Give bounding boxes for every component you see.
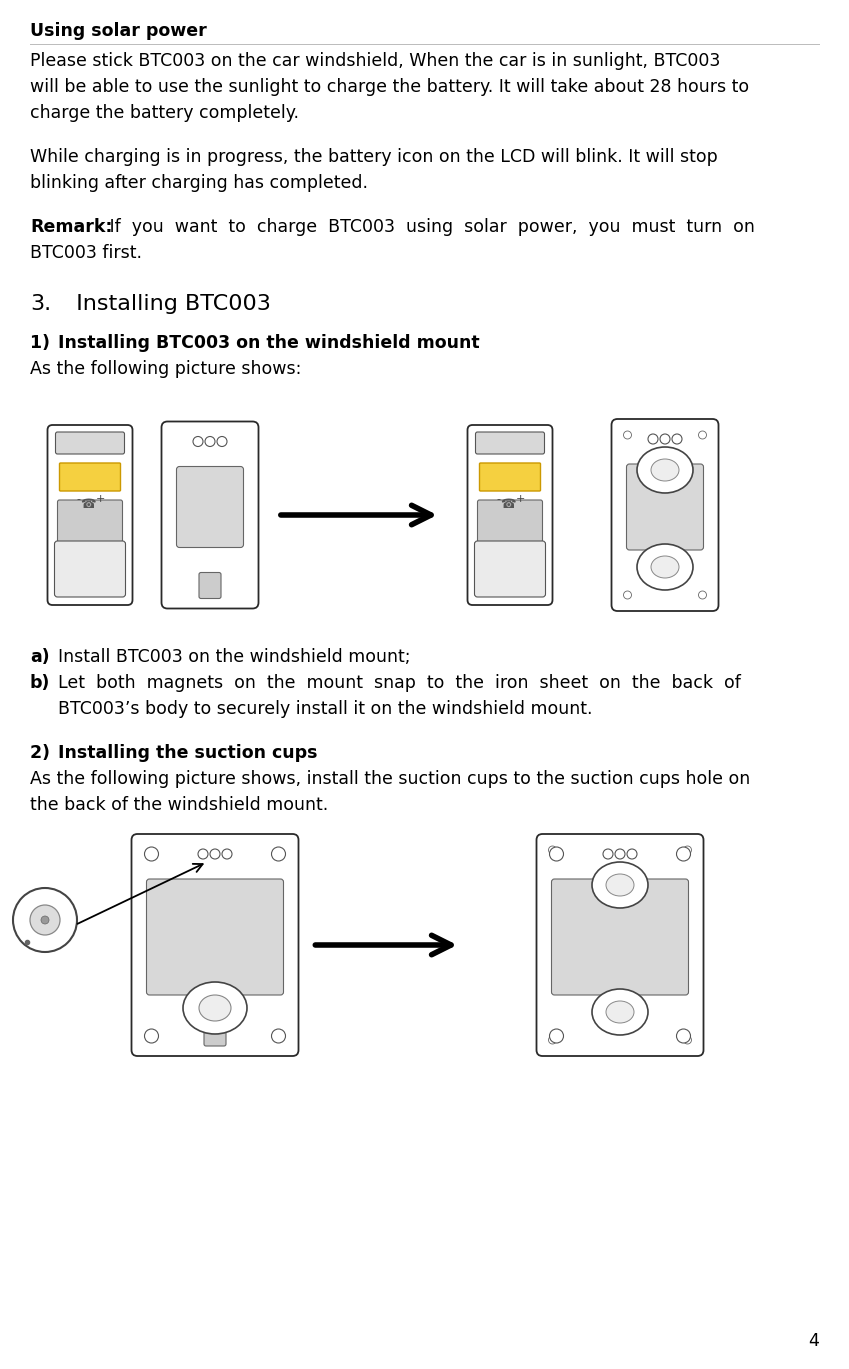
Text: Installing BTC003: Installing BTC003 bbox=[62, 294, 271, 314]
Circle shape bbox=[615, 849, 625, 858]
Circle shape bbox=[683, 846, 691, 854]
FancyBboxPatch shape bbox=[59, 463, 121, 491]
Ellipse shape bbox=[606, 1001, 634, 1023]
Text: the back of the windshield mount.: the back of the windshield mount. bbox=[30, 795, 329, 815]
Circle shape bbox=[623, 431, 632, 439]
FancyBboxPatch shape bbox=[480, 463, 541, 491]
Circle shape bbox=[210, 849, 220, 858]
Circle shape bbox=[205, 437, 215, 446]
Circle shape bbox=[30, 905, 60, 935]
Text: a): a) bbox=[30, 648, 49, 665]
FancyBboxPatch shape bbox=[537, 834, 704, 1055]
FancyBboxPatch shape bbox=[627, 464, 704, 550]
FancyBboxPatch shape bbox=[611, 419, 718, 611]
Circle shape bbox=[623, 591, 632, 600]
Ellipse shape bbox=[651, 556, 679, 578]
Circle shape bbox=[549, 1029, 564, 1043]
Circle shape bbox=[13, 888, 77, 951]
Text: As the following picture shows, install the suction cups to the suction cups hol: As the following picture shows, install … bbox=[30, 769, 751, 789]
Text: If  you  want  to  charge  BTC003  using  solar  power,  you  must  turn  on: If you want to charge BTC003 using solar… bbox=[104, 218, 755, 235]
Ellipse shape bbox=[651, 459, 679, 481]
Text: b): b) bbox=[30, 674, 50, 691]
Circle shape bbox=[272, 1029, 285, 1043]
Circle shape bbox=[144, 847, 159, 861]
FancyBboxPatch shape bbox=[468, 424, 553, 605]
Ellipse shape bbox=[606, 873, 634, 895]
Circle shape bbox=[683, 1036, 691, 1045]
Circle shape bbox=[217, 437, 227, 446]
Circle shape bbox=[699, 431, 706, 439]
FancyBboxPatch shape bbox=[58, 500, 122, 542]
Circle shape bbox=[548, 846, 556, 854]
Text: charge the battery completely.: charge the battery completely. bbox=[30, 104, 299, 122]
FancyBboxPatch shape bbox=[552, 879, 689, 995]
Text: As the following picture shows:: As the following picture shows: bbox=[30, 360, 301, 378]
Circle shape bbox=[549, 847, 564, 861]
Text: 1): 1) bbox=[30, 334, 62, 352]
Text: Please stick BTC003 on the car windshield, When the car is in sunlight, BTC003: Please stick BTC003 on the car windshiel… bbox=[30, 52, 720, 70]
Text: ☎: ☎ bbox=[500, 498, 516, 512]
Ellipse shape bbox=[592, 988, 648, 1035]
Text: Using solar power: Using solar power bbox=[30, 22, 207, 40]
Text: 4: 4 bbox=[808, 1332, 819, 1350]
FancyBboxPatch shape bbox=[161, 422, 258, 608]
Text: While charging is in progress, the battery icon on the LCD will blink. It will s: While charging is in progress, the batte… bbox=[30, 148, 717, 166]
Ellipse shape bbox=[637, 543, 693, 590]
FancyBboxPatch shape bbox=[54, 541, 126, 597]
Text: +: + bbox=[95, 494, 104, 504]
Ellipse shape bbox=[592, 862, 648, 908]
Circle shape bbox=[198, 849, 208, 858]
Circle shape bbox=[648, 434, 658, 444]
Circle shape bbox=[41, 916, 49, 924]
Text: -: - bbox=[76, 494, 80, 504]
Text: BTC003’s body to securely install it on the windshield mount.: BTC003’s body to securely install it on … bbox=[58, 700, 593, 717]
Ellipse shape bbox=[183, 982, 247, 1034]
Text: Install BTC003 on the windshield mount;: Install BTC003 on the windshield mount; bbox=[58, 648, 411, 665]
FancyBboxPatch shape bbox=[55, 433, 125, 455]
FancyBboxPatch shape bbox=[132, 834, 299, 1055]
Circle shape bbox=[677, 847, 690, 861]
FancyBboxPatch shape bbox=[147, 879, 284, 995]
Circle shape bbox=[660, 434, 670, 444]
FancyBboxPatch shape bbox=[48, 424, 132, 605]
Text: will be able to use the sunlight to charge the battery. It will take about 28 ho: will be able to use the sunlight to char… bbox=[30, 78, 749, 96]
Circle shape bbox=[699, 591, 706, 600]
Circle shape bbox=[603, 849, 613, 858]
Circle shape bbox=[672, 434, 682, 444]
FancyBboxPatch shape bbox=[177, 467, 244, 548]
FancyBboxPatch shape bbox=[204, 1020, 226, 1046]
Text: Let  both  magnets  on  the  mount  snap  to  the  iron  sheet  on  the  back  o: Let both magnets on the mount snap to th… bbox=[58, 674, 741, 691]
Ellipse shape bbox=[637, 448, 693, 493]
FancyBboxPatch shape bbox=[477, 500, 543, 542]
Text: +: + bbox=[515, 494, 525, 504]
Text: Installing BTC003 on the windshield mount: Installing BTC003 on the windshield moun… bbox=[58, 334, 480, 352]
FancyBboxPatch shape bbox=[475, 541, 546, 597]
Ellipse shape bbox=[199, 995, 231, 1021]
Circle shape bbox=[193, 437, 203, 446]
FancyBboxPatch shape bbox=[475, 433, 544, 455]
Circle shape bbox=[548, 1036, 556, 1045]
Text: Installing the suction cups: Installing the suction cups bbox=[58, 743, 318, 763]
Circle shape bbox=[627, 849, 637, 858]
Text: blinking after charging has completed.: blinking after charging has completed. bbox=[30, 174, 368, 192]
Circle shape bbox=[144, 1029, 159, 1043]
Text: 2): 2) bbox=[30, 743, 62, 763]
Text: -: - bbox=[496, 494, 500, 504]
Text: 3.: 3. bbox=[30, 294, 51, 314]
Text: BTC003 first.: BTC003 first. bbox=[30, 244, 142, 261]
Text: Remark:: Remark: bbox=[30, 218, 113, 235]
Circle shape bbox=[677, 1029, 690, 1043]
Text: ☎: ☎ bbox=[80, 498, 96, 512]
Circle shape bbox=[222, 849, 232, 858]
FancyBboxPatch shape bbox=[199, 572, 221, 598]
Circle shape bbox=[272, 847, 285, 861]
